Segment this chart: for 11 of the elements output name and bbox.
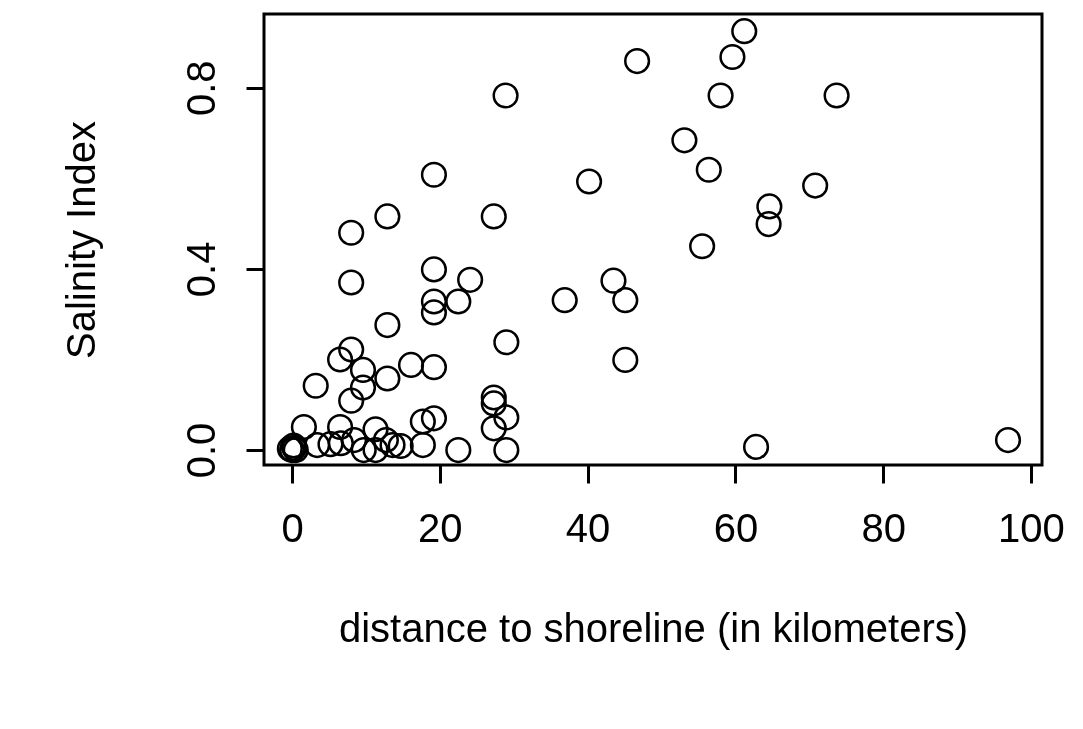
x-tick-label: 0 (281, 505, 304, 550)
y-axis-title: Salinity Index (58, 121, 103, 359)
x-tick-label: 100 (998, 505, 1065, 550)
x-axis-title: distance to shoreline (in kilometers) (338, 605, 969, 650)
x-tick-label: 60 (713, 505, 759, 550)
x-tick-label: 80 (861, 505, 906, 550)
y-tick-label: 0.8 (178, 60, 223, 117)
y-tick-label: 0.0 (178, 422, 223, 479)
x-tick-label: 20 (418, 505, 463, 550)
x-tick-label: 40 (565, 505, 611, 550)
y-tick-label: 0.4 (178, 241, 223, 298)
